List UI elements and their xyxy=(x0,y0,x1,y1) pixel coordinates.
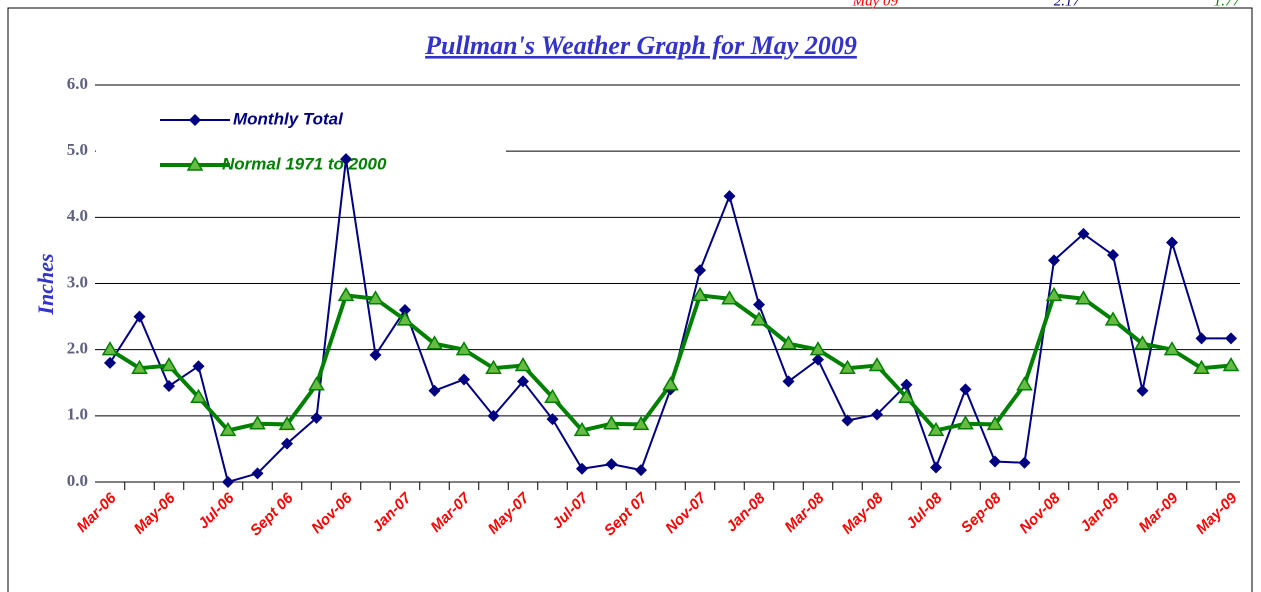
marker xyxy=(514,357,532,372)
marker xyxy=(721,290,738,305)
marker xyxy=(310,411,323,424)
marker xyxy=(340,153,352,166)
marker xyxy=(426,335,443,350)
y-tick-label: 4.0 xyxy=(67,206,88,225)
marker xyxy=(662,376,679,391)
marker xyxy=(839,359,856,374)
marker xyxy=(868,357,886,372)
marker xyxy=(104,356,116,369)
marker xyxy=(396,311,414,326)
marker xyxy=(753,298,765,311)
marker xyxy=(1136,384,1149,397)
marker xyxy=(603,415,620,430)
marker xyxy=(957,415,974,430)
marker xyxy=(809,341,827,356)
y-tick-label: 2.0 xyxy=(67,339,88,358)
marker xyxy=(1222,357,1240,372)
marker xyxy=(900,378,913,391)
marker xyxy=(898,388,915,404)
marker xyxy=(1045,286,1063,302)
marker xyxy=(986,415,1004,431)
marker xyxy=(428,384,441,397)
legend-marker xyxy=(189,114,201,126)
marker xyxy=(308,376,325,391)
header-normal: 1.77 xyxy=(1214,0,1242,9)
marker xyxy=(399,303,411,316)
marker xyxy=(750,311,768,326)
header-month: May 09 xyxy=(852,0,899,9)
marker xyxy=(249,415,266,430)
marker xyxy=(251,467,264,480)
marker xyxy=(780,335,797,350)
y-tick-label: 6.0 xyxy=(67,74,88,93)
marker xyxy=(163,380,175,393)
y-tick-label: 3.0 xyxy=(67,272,88,291)
marker xyxy=(1077,227,1090,240)
header-total: 2.17 xyxy=(1054,0,1082,9)
marker xyxy=(281,437,293,450)
marker xyxy=(190,388,207,404)
marker xyxy=(219,421,237,437)
marker xyxy=(1225,332,1237,345)
y-axis-label: Inches xyxy=(33,253,58,315)
marker xyxy=(1193,359,1210,374)
marker xyxy=(1107,249,1119,262)
y-tick-label: 0.0 xyxy=(67,471,88,490)
marker xyxy=(369,348,382,361)
legend-marker xyxy=(186,156,204,171)
marker xyxy=(927,421,945,437)
marker xyxy=(841,414,854,427)
marker xyxy=(1166,236,1178,249)
marker xyxy=(517,375,529,388)
marker xyxy=(133,310,146,323)
marker xyxy=(782,375,795,388)
marker xyxy=(694,264,706,277)
legend-background xyxy=(96,95,506,195)
marker xyxy=(635,464,647,477)
marker xyxy=(723,190,736,203)
marker xyxy=(605,458,618,471)
y-tick-label: 5.0 xyxy=(67,140,88,159)
marker xyxy=(1163,341,1181,356)
marker xyxy=(487,409,500,422)
marker xyxy=(1134,335,1151,350)
marker xyxy=(576,462,588,475)
marker xyxy=(959,383,972,396)
marker xyxy=(222,476,234,488)
marker xyxy=(691,286,709,302)
marker xyxy=(485,359,502,374)
marker xyxy=(337,286,355,302)
marker xyxy=(192,360,205,373)
marker xyxy=(544,388,561,404)
marker xyxy=(1195,332,1208,345)
marker xyxy=(546,413,559,426)
marker xyxy=(930,461,942,474)
marker xyxy=(1075,290,1092,305)
marker xyxy=(455,341,473,356)
marker xyxy=(573,421,591,437)
marker xyxy=(812,353,824,366)
marker xyxy=(632,415,650,431)
y-tick-label: 1.0 xyxy=(67,405,88,424)
marker xyxy=(458,373,470,386)
chart-title: Pullman's Weather Graph for May 2009 xyxy=(424,31,857,60)
marker xyxy=(160,357,178,372)
legend-label: Monthly Total xyxy=(233,109,344,128)
marker xyxy=(1018,456,1031,469)
marker xyxy=(871,408,883,421)
legend-label: Normal 1971 to 2000 xyxy=(222,154,387,173)
marker xyxy=(131,359,148,374)
marker xyxy=(1016,376,1033,391)
marker xyxy=(989,455,1001,468)
marker xyxy=(101,341,119,356)
marker xyxy=(367,290,384,305)
marker xyxy=(1048,254,1060,267)
marker xyxy=(278,415,296,431)
marker xyxy=(1104,311,1122,326)
